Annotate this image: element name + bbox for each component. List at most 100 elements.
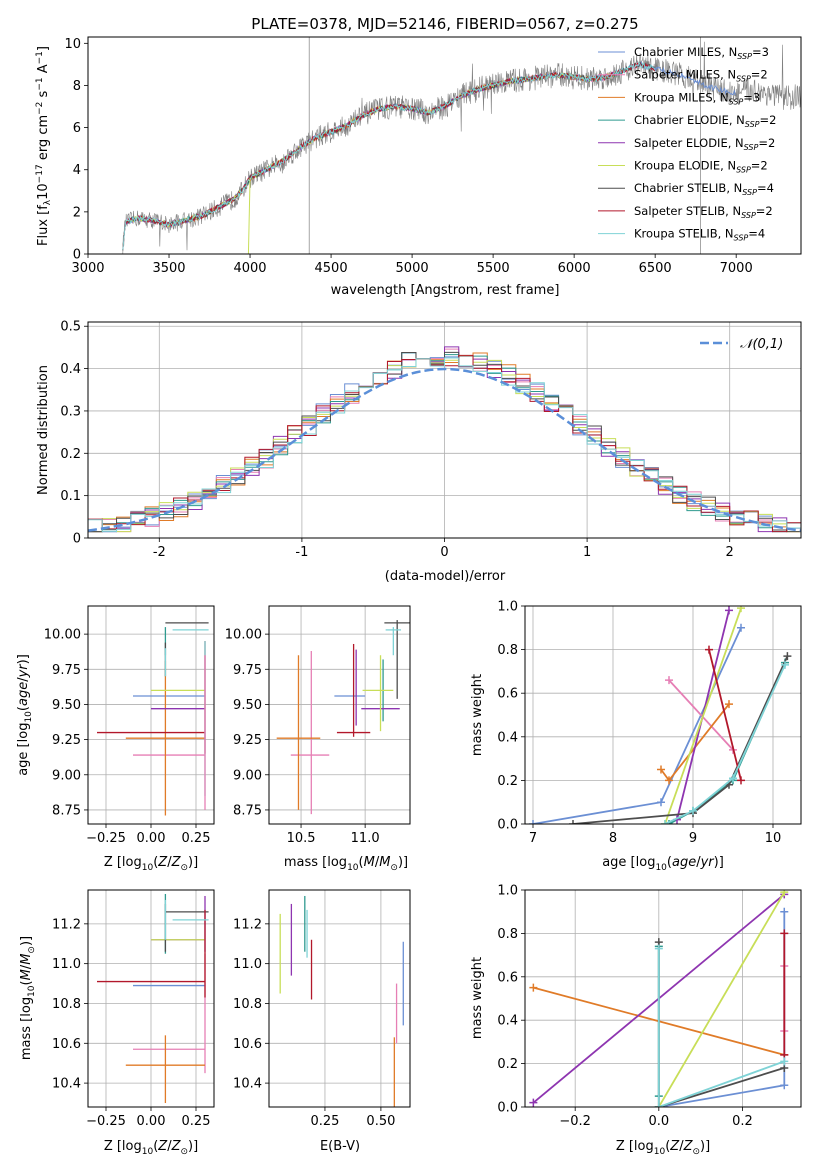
weight-line-chabrier-stelib [572, 655, 789, 824]
legend-label: Chabrier ELODIE, NSSP=2 [634, 113, 776, 129]
x-tick-label: -2 [153, 545, 166, 560]
weight-line-chabrier-stelib [657, 942, 785, 1107]
x-tick-label: -1 [295, 545, 308, 560]
legend-label: Salpeter ELODIE, NSSP=2 [634, 136, 775, 152]
x-tick-label: −0.2 [559, 1114, 591, 1129]
x-tick-label: 0.25 [182, 831, 211, 846]
plot-area [97, 893, 209, 1104]
x-tick-label: 6000 [558, 261, 591, 276]
data-spectrum-line [122, 41, 801, 254]
histogram-kroupa-stelib [88, 357, 801, 533]
y-tick-label: 0.2 [60, 447, 81, 462]
y-tick-label: 10.8 [52, 997, 81, 1012]
weight-marker [529, 983, 538, 992]
weight-line-kroupa-stelib [657, 948, 785, 1107]
x-tick-label: 10 [765, 831, 782, 846]
model-line-kroupa-elodie [122, 71, 615, 251]
weight-marker [665, 676, 673, 685]
weight-line-chabrier-miles [658, 911, 786, 1107]
axes-frame [524, 605, 802, 825]
x-tick-label: 0.0 [648, 1114, 669, 1129]
x-tick-label: 5000 [396, 261, 429, 276]
massweight-vs-Z-panel: −0.2 0.0 0.2 0.0 0.2 0.4 0.6 0.8 1.0 Z [log10(Z/Z… [470, 884, 802, 1157]
y-tick-label: 11.2 [52, 917, 81, 932]
y-axis-label: mass [log10(M/M⊙)] [19, 936, 37, 1060]
y-tick-label: 2 [73, 205, 81, 220]
plot-area [529, 890, 789, 1107]
y-tick-label: 10.4 [52, 1077, 81, 1092]
x-tick-label: 4000 [233, 261, 266, 276]
weight-marker [689, 806, 697, 815]
y-tick-label: 9.00 [52, 768, 81, 783]
plot-area [122, 37, 801, 254]
weight-line-kroupa-elodie [664, 607, 742, 824]
x-axis-label: E(B-V) [320, 1139, 360, 1154]
weight-line-kroupa-stelib [664, 664, 786, 824]
y-tick-label: 9.50 [233, 698, 262, 713]
x-tick-label: 11.0 [351, 831, 380, 846]
y-tick-label: 9.25 [52, 733, 81, 748]
axes-frame [87, 889, 215, 1108]
weight-marker [654, 1103, 663, 1107]
x-tick-label: 10.5 [287, 831, 316, 846]
x-tick-label: 0.25 [310, 1114, 339, 1129]
x-tick-label: 7 [529, 831, 537, 846]
x-tick-label: 0.00 [137, 831, 166, 846]
x-tick-label: 0.50 [366, 1114, 395, 1129]
weight-marker [654, 944, 663, 953]
model-line-kroupa-stelib [122, 61, 656, 251]
y-tick-label: 0.6 [497, 970, 518, 985]
x-tick-label: 8 [609, 831, 617, 846]
axes-frame [87, 36, 802, 255]
weight-marker [529, 820, 537, 824]
x-tick-label: 0.25 [182, 1114, 211, 1129]
weight-marker [737, 623, 745, 632]
axes-frame [87, 605, 215, 825]
y-tick-label: 0.0 [497, 1101, 518, 1116]
weight-marker [661, 820, 669, 824]
model-line-salpeter-elodie [122, 71, 615, 251]
weight-line-kroupa-elodie [658, 891, 786, 1107]
y-tick-label: 0.4 [497, 1014, 518, 1029]
plot-area [88, 346, 801, 533]
y-tick-label: 6 [73, 121, 81, 136]
plot-area [529, 606, 792, 824]
normal-curve [88, 367, 801, 532]
y-tick-label: 9.50 [52, 698, 81, 713]
legend-label: Kroupa ELODIE, NSSP=2 [634, 159, 768, 175]
y-tick-label: 9.75 [233, 663, 262, 678]
x-tick-label: −0.25 [86, 831, 126, 846]
weight-marker [780, 1057, 789, 1066]
y-tick-label: 10.6 [233, 1037, 262, 1052]
y-tick-label: 0.6 [497, 687, 518, 702]
x-axis-label: Z [log10(Z/Z⊙)] [616, 1139, 710, 1157]
y-axis-label: Flux [fλ10−17 erg cm−2 s−1 A−1] [35, 46, 53, 246]
weight-marker [657, 798, 665, 807]
age-vs-Z-panel: −0.25 0.00 0.25 8.75 9.00 9.25 9.50 9.75 10.00 Z … [16, 605, 215, 873]
y-tick-label: 0.8 [497, 927, 518, 942]
weight-marker [781, 660, 789, 669]
legend-label: Kroupa MILES, NSSP=3 [634, 90, 760, 106]
x-tick-label: −0.25 [86, 1114, 126, 1129]
legend-label-normal: 𝒩(0,1) [740, 337, 783, 352]
y-tick-label: 10.8 [233, 997, 262, 1012]
y-tick-label: 10.00 [225, 628, 262, 643]
x-axis-label: mass [log10(M/M⊙)] [284, 855, 408, 873]
y-tick-label: 0.2 [497, 774, 518, 789]
x-tick-label: 3000 [71, 261, 104, 276]
x-axis-label: wavelength [Angstrom, rest frame] [331, 283, 560, 298]
y-tick-label: 10.4 [233, 1077, 262, 1092]
weight-line-salpeter-stelib [708, 649, 742, 781]
age-vs-mass-panel: 10.5 11.0 8.75 9.00 9.25 9.50 9.75 10.00 mass [l… [225, 605, 411, 873]
weight-marker [737, 776, 745, 785]
y-tick-label: 8.75 [233, 803, 262, 818]
legend-label: Chabrier STELIB, NSSP=4 [634, 181, 774, 197]
y-tick-label: 8 [73, 79, 81, 94]
y-axis-label: age [log10(age/yr)] [16, 654, 34, 776]
x-tick-label: 0.00 [137, 1114, 166, 1129]
weight-line-salpeter-miles [668, 679, 734, 751]
model-edge [247, 178, 251, 254]
x-tick-label: 9 [689, 831, 697, 846]
x-tick-label: 2 [726, 545, 734, 560]
